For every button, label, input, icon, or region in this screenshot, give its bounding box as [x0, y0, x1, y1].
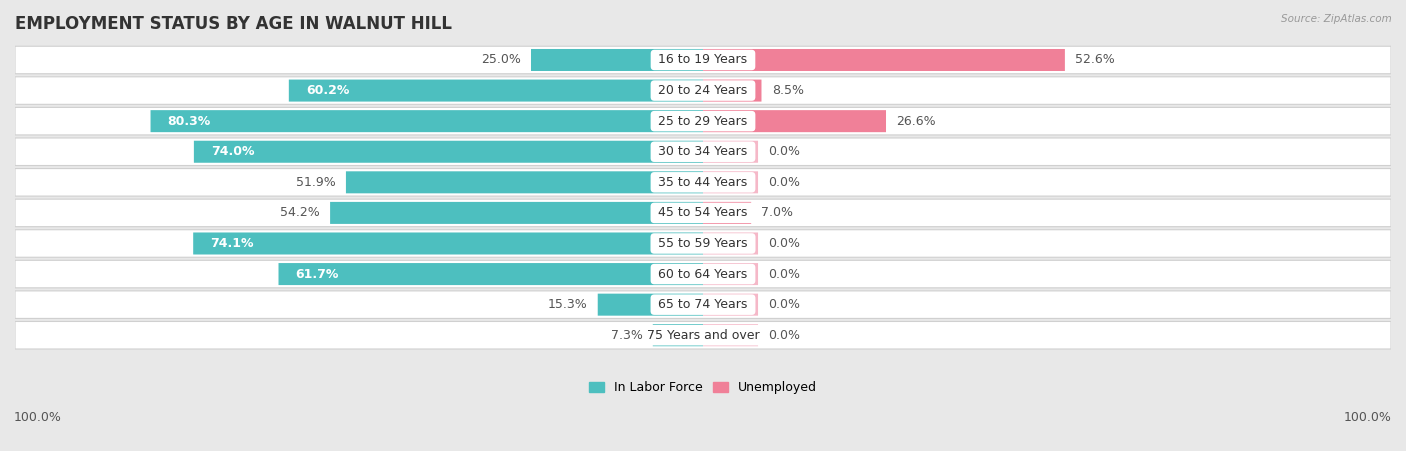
Text: 0.0%: 0.0% [768, 267, 800, 281]
Text: 25 to 29 Years: 25 to 29 Years [654, 115, 752, 128]
Text: 74.0%: 74.0% [211, 145, 254, 158]
Text: 25.0%: 25.0% [481, 54, 520, 66]
Text: 80.3%: 80.3% [167, 115, 211, 128]
Text: 0.0%: 0.0% [768, 329, 800, 342]
Text: 60 to 64 Years: 60 to 64 Years [654, 267, 752, 281]
Text: 100.0%: 100.0% [14, 411, 62, 424]
Text: 7.3%: 7.3% [610, 329, 643, 342]
Text: 74.1%: 74.1% [211, 237, 254, 250]
Text: 20 to 24 Years: 20 to 24 Years [654, 84, 752, 97]
FancyBboxPatch shape [703, 202, 751, 224]
Text: 51.9%: 51.9% [295, 176, 336, 189]
Text: 100.0%: 100.0% [1344, 411, 1392, 424]
Text: 8.5%: 8.5% [772, 84, 804, 97]
FancyBboxPatch shape [15, 291, 1391, 318]
FancyBboxPatch shape [15, 169, 1391, 196]
FancyBboxPatch shape [703, 232, 758, 254]
FancyBboxPatch shape [15, 138, 1391, 166]
FancyBboxPatch shape [531, 49, 703, 71]
FancyBboxPatch shape [330, 202, 703, 224]
Text: 45 to 54 Years: 45 to 54 Years [654, 207, 752, 219]
FancyBboxPatch shape [288, 79, 703, 101]
FancyBboxPatch shape [15, 46, 1391, 74]
Text: 55 to 59 Years: 55 to 59 Years [654, 237, 752, 250]
Text: 65 to 74 Years: 65 to 74 Years [654, 298, 752, 311]
FancyBboxPatch shape [703, 171, 758, 193]
FancyBboxPatch shape [703, 110, 886, 132]
Text: 0.0%: 0.0% [768, 176, 800, 189]
FancyBboxPatch shape [15, 77, 1391, 104]
FancyBboxPatch shape [598, 294, 703, 316]
FancyBboxPatch shape [193, 232, 703, 254]
Legend: In Labor Force, Unemployed: In Labor Force, Unemployed [583, 376, 823, 399]
Text: 61.7%: 61.7% [295, 267, 339, 281]
FancyBboxPatch shape [346, 171, 703, 193]
FancyBboxPatch shape [150, 110, 703, 132]
Text: 54.2%: 54.2% [280, 207, 319, 219]
FancyBboxPatch shape [15, 107, 1391, 135]
Text: 30 to 34 Years: 30 to 34 Years [654, 145, 752, 158]
FancyBboxPatch shape [15, 260, 1391, 288]
FancyBboxPatch shape [15, 199, 1391, 227]
Text: 35 to 44 Years: 35 to 44 Years [654, 176, 752, 189]
FancyBboxPatch shape [15, 230, 1391, 257]
FancyBboxPatch shape [703, 324, 758, 346]
Text: Source: ZipAtlas.com: Source: ZipAtlas.com [1281, 14, 1392, 23]
Text: EMPLOYMENT STATUS BY AGE IN WALNUT HILL: EMPLOYMENT STATUS BY AGE IN WALNUT HILL [15, 15, 451, 33]
FancyBboxPatch shape [703, 294, 758, 316]
FancyBboxPatch shape [652, 324, 703, 346]
FancyBboxPatch shape [703, 49, 1064, 71]
Text: 0.0%: 0.0% [768, 298, 800, 311]
FancyBboxPatch shape [703, 141, 758, 163]
Text: 16 to 19 Years: 16 to 19 Years [654, 54, 752, 66]
Text: 60.2%: 60.2% [307, 84, 350, 97]
FancyBboxPatch shape [15, 322, 1391, 349]
FancyBboxPatch shape [703, 79, 762, 101]
Text: 26.6%: 26.6% [897, 115, 936, 128]
Text: 0.0%: 0.0% [768, 145, 800, 158]
Text: 15.3%: 15.3% [548, 298, 588, 311]
FancyBboxPatch shape [278, 263, 703, 285]
FancyBboxPatch shape [703, 263, 758, 285]
Text: 0.0%: 0.0% [768, 237, 800, 250]
Text: 52.6%: 52.6% [1076, 54, 1115, 66]
Text: 75 Years and over: 75 Years and over [643, 329, 763, 342]
Text: 7.0%: 7.0% [762, 207, 793, 219]
FancyBboxPatch shape [194, 141, 703, 163]
